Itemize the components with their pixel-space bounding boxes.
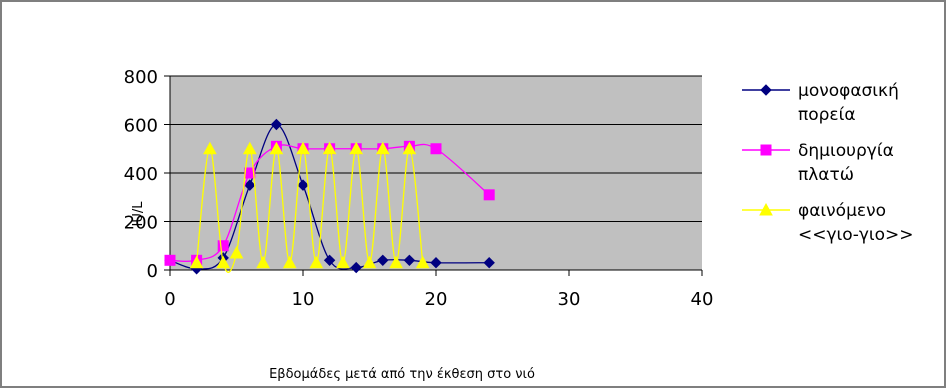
legend-label-3-line-1: φαινόμενο — [798, 201, 886, 221]
y-tick-label-800: 800 — [124, 67, 158, 88]
data-point-3-5 — [242, 141, 257, 155]
data-point-3-14 — [362, 255, 377, 269]
data-point-3-15 — [375, 141, 390, 155]
axes — [164, 75, 703, 276]
x-tick-label-40: 40 — [691, 289, 714, 310]
data-point-3-11 — [322, 141, 337, 155]
gridlines — [170, 75, 702, 222]
data-point-2-3 — [217, 240, 229, 252]
data-point-1-9 — [377, 254, 389, 267]
y-tick-label-600: 600 — [124, 116, 158, 137]
data-point-3-9 — [296, 141, 310, 155]
data-point-2-1 — [164, 254, 176, 266]
data-point-3-12 — [336, 255, 350, 269]
data-point-1-4 — [244, 179, 256, 191]
legend-label-3-line-2: <<γιο-γιο>> — [798, 225, 914, 245]
data-point-1-7 — [323, 254, 336, 267]
data-point-3-10 — [309, 255, 324, 269]
data-point-3-17 — [402, 141, 417, 155]
x-tick-label-30: 30 — [558, 289, 581, 310]
legend-label-2-line-2: πλατώ — [798, 165, 854, 185]
data-point-3-13 — [349, 141, 364, 155]
y-axis-label: IU/L — [131, 201, 146, 227]
data-point-3-16 — [389, 255, 403, 269]
data-point-1-11 — [430, 257, 442, 269]
legend-label-2-line-1: δημιουργία — [798, 141, 894, 161]
data-point-2-11 — [430, 143, 442, 155]
legend-label-1-line-1: μονοφασική — [798, 81, 899, 101]
series-line-3 — [195, 148, 424, 273]
legend-label-1-line-2: πορεία — [798, 105, 856, 125]
data-point-3-4 — [229, 245, 244, 259]
series-3 — [189, 141, 430, 273]
data-point-1-6 — [297, 179, 309, 191]
data-point-3-8 — [282, 255, 297, 269]
data-point-1-8 — [350, 261, 362, 274]
legend-swatch-marker-2 — [760, 144, 772, 156]
legend: μονοφασική πορεία δημιουργία πλατώ φαινόμενο… — [742, 81, 914, 245]
y-tick-label-400: 400 — [124, 164, 158, 185]
x-axis-label: Εβδομάδες μετά από την έκθεση στο νιό — [269, 367, 535, 382]
data-point-3-1 — [189, 255, 204, 269]
x-tick-label-20: 20 — [425, 289, 448, 310]
data-point-1-12 — [483, 257, 495, 269]
data-point-3-3 — [216, 255, 231, 269]
data-point-1-5 — [270, 118, 283, 131]
x-tick-label-10: 10 — [292, 289, 315, 310]
y-tick-labels: 0 200 400 600 800 — [124, 67, 158, 282]
data-point-3-6 — [256, 255, 270, 269]
legend-swatch-marker-3 — [759, 202, 773, 216]
y-tick-label-200: 200 — [124, 213, 158, 234]
x-tick-label-0: 0 — [164, 289, 175, 310]
data-point-3-7 — [269, 141, 284, 155]
series-layer — [164, 118, 495, 275]
data-point-1-10 — [403, 254, 416, 267]
data-point-3-2 — [203, 141, 217, 155]
x-tick-labels: 0 10 20 30 40 — [164, 289, 713, 310]
data-point-3-18 — [415, 255, 430, 269]
legend-swatch-marker-1 — [760, 84, 772, 96]
data-point-2-12 — [483, 189, 495, 201]
y-tick-label-0: 0 — [147, 261, 158, 282]
